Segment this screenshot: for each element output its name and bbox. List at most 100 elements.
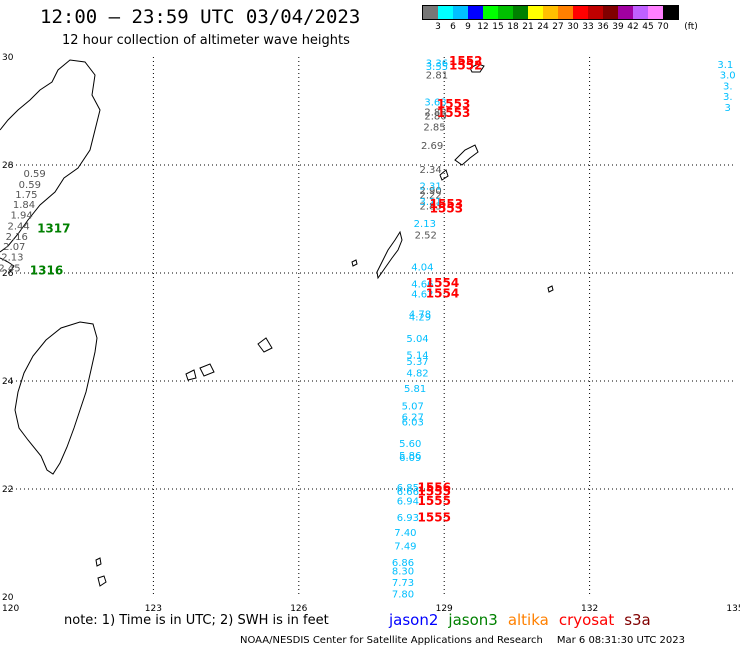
lon-tick-label: 123	[145, 604, 162, 614]
china-coast-lower	[0, 257, 15, 273]
wave-height-label: 2.69	[421, 141, 443, 152]
wave-height-label: 0.59	[19, 180, 41, 191]
okinawa-island	[376, 230, 403, 280]
wave-height-label: 4.04	[411, 262, 433, 273]
page-subtitle: 12 hour collection of altimeter wave hei…	[62, 33, 350, 48]
legend-unit: (ft)	[684, 22, 698, 32]
amami-island	[454, 144, 479, 166]
wave-height-label: 5.81	[404, 384, 426, 395]
pass-time-tag: 1552	[449, 54, 482, 68]
wave-height-samples: 0.590.591.751.841.942.442.162.072.132.45…	[0, 59, 736, 601]
satellite-name-s3a: s3a	[624, 611, 651, 629]
wave-height-label: 2.13	[1, 253, 23, 264]
wave-height-label: 5.04	[406, 334, 428, 345]
wave-height-label: 6.03	[402, 417, 424, 428]
wave-height-label: 5.37	[406, 357, 428, 368]
wave-height-label: 5.14	[406, 350, 428, 361]
lon-tick-label: 135	[726, 604, 740, 614]
tokunoshima-island	[439, 169, 449, 181]
pass-time-tag: 1316	[30, 264, 63, 278]
legend-tick-label: 21	[522, 22, 534, 32]
kumejima-island	[351, 259, 358, 267]
coastlines	[0, 59, 554, 587]
wave-height-label: 2.83	[419, 201, 441, 212]
wave-height-label: 3.	[723, 81, 733, 92]
legend-tick-label: 3	[435, 22, 441, 32]
wave-height-label: 4.78	[409, 309, 431, 320]
wave-height-label: 5.07	[402, 402, 424, 413]
legend-swatch	[423, 6, 438, 19]
wave-height-label: 3.36	[426, 59, 448, 70]
yakushima-island	[469, 63, 485, 73]
legend-tick-label: 12	[477, 22, 489, 32]
wave-height-label: 2.34	[419, 165, 441, 176]
lon-tick-label: 126	[290, 604, 307, 614]
legend-swatch	[528, 6, 543, 19]
wave-height-label: 3.	[723, 92, 733, 103]
satellite-name-cryosat: cryosat	[558, 611, 615, 629]
wave-height-label: 2.45	[0, 263, 21, 274]
legend-swatch	[543, 6, 558, 19]
wave-height-label: 2.44	[8, 221, 30, 232]
wave-height-label: 2.88	[424, 107, 446, 118]
legend-tick-label: 6	[450, 22, 456, 32]
pass-time-tag: 1553	[430, 202, 463, 216]
wave-height-label: 2.90	[419, 186, 441, 197]
wave-height-label: 6.93	[397, 513, 419, 524]
wave-height-label: 6.09	[399, 453, 421, 464]
legend-swatch	[663, 6, 678, 19]
daito-island	[547, 285, 554, 293]
pass-time-tags: 1317131615521552155315531553155315541554…	[30, 54, 483, 524]
wave-height-label: 3.11	[419, 197, 441, 208]
legend-swatch	[483, 6, 498, 19]
wave-height-label: 7.49	[394, 541, 416, 552]
satellite-legend: jason2 jason3 altika cryosat s3a	[389, 611, 661, 629]
wave-height-label: 6.86	[392, 558, 414, 569]
legend-labels: 3 6 9 12 15 18 21 24 27 30 33 36 39 42 45 70 (ft)	[422, 20, 698, 34]
legend-swatch	[468, 6, 483, 19]
legend-tick-label: 39	[612, 22, 624, 32]
lanyu-island	[95, 557, 102, 567]
legend-tick-label: 15	[492, 22, 504, 32]
wave-height-label: 2.07	[3, 242, 25, 253]
pass-time-tag: 1554	[426, 286, 459, 300]
pass-time-tag: 1555	[418, 494, 451, 508]
wave-height-label: 2.80	[424, 112, 446, 123]
wave-height-label: 2.13	[414, 219, 436, 230]
wave-height-label: 2.85	[423, 122, 445, 133]
miyako-island	[257, 337, 273, 353]
wave-height-label: 5.60	[399, 439, 421, 450]
batanes-island	[97, 575, 107, 587]
legend-swatch	[573, 6, 588, 19]
lat-tick-label: 28	[2, 161, 14, 171]
satellite-name-jason3: jason3	[448, 611, 498, 629]
wave-height-label: 3.0	[720, 71, 736, 82]
footer-note: note: 1) Time is in UTC; 2) SWH is in fe…	[64, 613, 329, 628]
lon-tick-label: 132	[581, 604, 598, 614]
wave-height-label: 3	[725, 103, 731, 114]
wave-height-label: 4.82	[406, 369, 428, 380]
wave-height-label: 5.86	[399, 451, 421, 462]
lat-tick-label: 26	[2, 269, 14, 279]
pass-time-tag: 1555	[418, 484, 451, 498]
legend-tick-label: 70	[657, 22, 669, 32]
legend-swatch	[513, 6, 528, 19]
legend-tick-label: 42	[627, 22, 639, 32]
wave-height-label: 2.81	[426, 71, 448, 82]
wave-height-label: 2.52	[415, 230, 437, 241]
legend-swatch	[618, 6, 633, 19]
lon-tick-label: 120	[2, 604, 19, 614]
lat-lon-grid: 120 123 126 129 132 135 30 28 26 24 22 20	[2, 53, 740, 614]
pass-time-tag: 1553	[437, 106, 470, 120]
wave-height-label: 7.80	[392, 590, 414, 601]
lat-tick-label: 30	[2, 53, 14, 63]
wave-height-label: 8.30	[392, 566, 414, 577]
wave-height-label: 7.40	[394, 528, 416, 539]
legend-tick-label: 45	[642, 22, 654, 32]
legend-swatches	[422, 5, 679, 20]
legend-swatch	[588, 6, 603, 19]
wave-height-label: 2.16	[6, 232, 28, 243]
wave-height-label: 6.94	[397, 497, 419, 508]
legend-swatch	[438, 6, 453, 19]
